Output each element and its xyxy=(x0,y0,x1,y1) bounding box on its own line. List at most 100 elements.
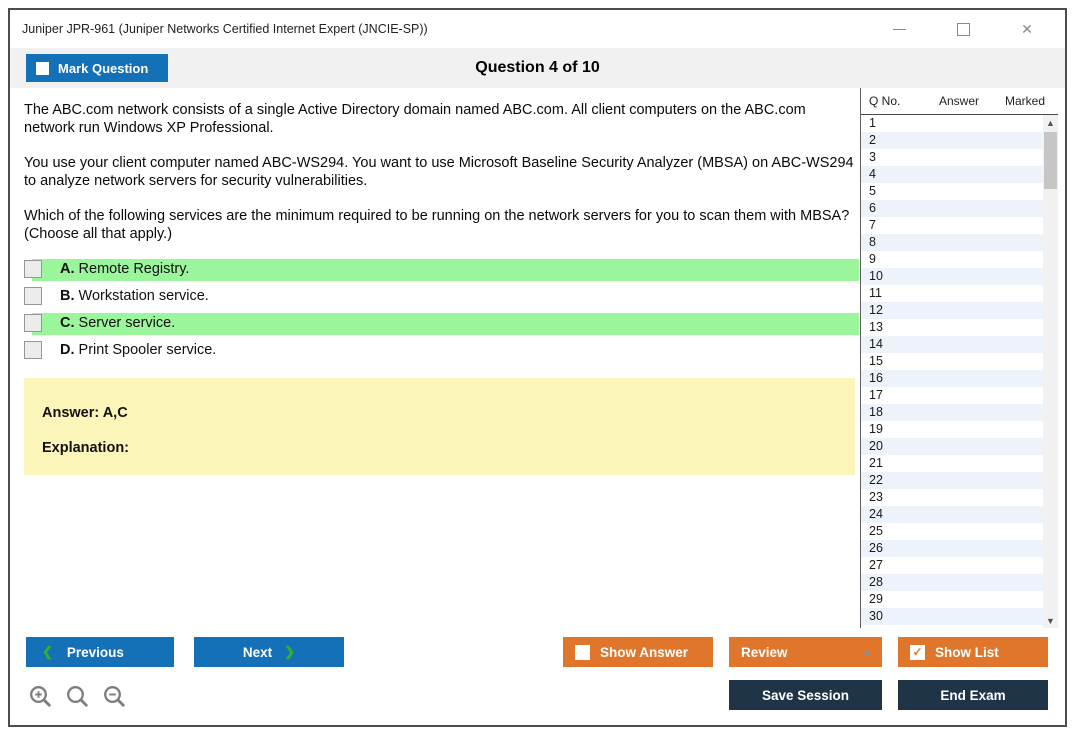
mark-question-button[interactable]: Mark Question xyxy=(26,54,168,82)
option-a-label: A. Remote Registry. xyxy=(60,261,190,277)
question-list-scrollbar[interactable]: ▲ ▼ xyxy=(1043,115,1058,628)
zoom-reset-icon[interactable] xyxy=(65,684,91,710)
row-qno: 11 xyxy=(869,286,882,300)
question-list-row[interactable]: 13 xyxy=(861,319,1043,336)
question-paragraph: Which of the following services are the … xyxy=(24,208,850,242)
question-list-row[interactable]: 23 xyxy=(861,489,1043,506)
show-answer-button[interactable]: Show Answer xyxy=(563,637,713,667)
scroll-up-icon[interactable]: ▲ xyxy=(1046,117,1055,128)
question-list-row[interactable]: 4 xyxy=(861,166,1043,183)
question-list-row[interactable]: 30 xyxy=(861,608,1043,625)
option-b-label: B. Workstation service. xyxy=(60,288,209,304)
question-list-row[interactable]: 2 xyxy=(861,132,1043,149)
next-label: Next xyxy=(242,644,273,660)
chevron-right-icon: ❯ xyxy=(284,644,296,659)
previous-button[interactable]: ❮ Previous xyxy=(26,637,174,667)
row-answer xyxy=(915,387,987,404)
zoom-in-icon[interactable] xyxy=(28,684,54,710)
option-a-checkbox[interactable] xyxy=(24,260,42,278)
option-d-label: D. Print Spooler service. xyxy=(60,342,217,358)
row-qno: 15 xyxy=(869,354,883,368)
question-list-row[interactable]: 16 xyxy=(861,370,1043,387)
option-c-checkbox[interactable] xyxy=(24,314,42,332)
maximize-button[interactable] xyxy=(931,10,995,48)
row-answer xyxy=(915,421,987,438)
question-list-header: Q No. Answer Marked xyxy=(861,88,1058,115)
zoom-out-icon[interactable] xyxy=(102,684,128,710)
row-marked xyxy=(987,574,1035,591)
question-list-row[interactable]: 25 xyxy=(861,523,1043,540)
end-exam-button[interactable]: End Exam xyxy=(898,680,1048,710)
question-list-row[interactable]: 6 xyxy=(861,200,1043,217)
question-list-row[interactable]: 11 xyxy=(861,285,1043,302)
row-answer xyxy=(915,574,987,591)
question-list-row[interactable]: 22 xyxy=(861,472,1043,489)
row-marked xyxy=(987,336,1035,353)
row-qno: 23 xyxy=(869,490,883,504)
question-list-row[interactable]: 3 xyxy=(861,149,1043,166)
column-header-answer: Answer xyxy=(938,94,979,108)
show-list-button[interactable]: ✓ Show List xyxy=(898,637,1048,667)
option-d[interactable]: D. Print Spooler service. xyxy=(24,341,859,361)
option-b[interactable]: B. Workstation service. xyxy=(24,287,859,307)
row-marked xyxy=(987,115,1035,132)
question-list-row[interactable]: 7 xyxy=(861,217,1043,234)
row-marked xyxy=(987,523,1035,540)
next-button[interactable]: Next ❯ xyxy=(194,637,344,667)
question-list-row[interactable]: 17 xyxy=(861,387,1043,404)
close-button[interactable]: ✕ xyxy=(995,10,1059,48)
question-area: The ABC.com network consists of a single… xyxy=(10,88,859,628)
row-qno: 21 xyxy=(869,456,883,470)
row-answer xyxy=(915,591,987,608)
show-list-checkbox[interactable]: ✓ xyxy=(910,644,925,660)
question-list-row[interactable]: 14 xyxy=(861,336,1043,353)
question-list-row[interactable]: 21 xyxy=(861,455,1043,472)
question-list-row[interactable]: 15 xyxy=(861,353,1043,370)
question-list-row[interactable]: 8 xyxy=(861,234,1043,251)
question-list-row[interactable]: 12 xyxy=(861,302,1043,319)
question-list-row[interactable]: 10 xyxy=(861,268,1043,285)
show-answer-checkbox[interactable] xyxy=(575,644,590,660)
question-list-row[interactable]: 9 xyxy=(861,251,1043,268)
question-list-row[interactable]: 19 xyxy=(861,421,1043,438)
row-answer xyxy=(915,370,987,387)
scroll-down-icon[interactable]: ▼ xyxy=(1046,615,1055,626)
row-qno: 7 xyxy=(869,218,876,232)
option-b-checkbox[interactable] xyxy=(24,287,42,305)
chevron-left-icon: ❮ xyxy=(42,644,53,659)
row-answer xyxy=(915,557,987,574)
row-qno: 19 xyxy=(869,422,883,436)
answer-explanation-box: Answer: A,C Explanation: xyxy=(24,378,855,475)
question-list-row[interactable]: 26 xyxy=(861,540,1043,557)
question-list-row[interactable]: 20 xyxy=(861,438,1043,455)
options-list: A. Remote Registry. B. Workstation servi… xyxy=(24,259,859,361)
row-marked xyxy=(987,540,1035,557)
option-d-checkbox[interactable] xyxy=(24,341,42,359)
row-answer xyxy=(915,472,987,489)
row-qno: 14 xyxy=(869,337,883,351)
row-qno: 4 xyxy=(869,167,876,181)
save-session-button[interactable]: Save Session xyxy=(729,680,882,710)
minimize-button[interactable] xyxy=(867,10,931,48)
row-marked xyxy=(987,370,1035,387)
window-title: Juniper JPR-961 (Juniper Networks Certif… xyxy=(22,22,428,36)
review-dropdown[interactable]: Review ▲ xyxy=(729,637,882,667)
question-list-row[interactable]: 1 xyxy=(861,115,1043,132)
dropdown-up-arrow-icon: ▲ xyxy=(862,646,872,658)
option-c[interactable]: C. Server service. xyxy=(24,313,859,335)
question-list-row[interactable]: 28 xyxy=(861,574,1043,591)
question-list-row[interactable]: 24 xyxy=(861,506,1043,523)
option-c-label: C. Server service. xyxy=(60,315,176,331)
row-marked xyxy=(987,183,1035,200)
scrollbar-thumb[interactable] xyxy=(1044,132,1057,189)
row-qno: 30 xyxy=(869,609,883,623)
question-list-row[interactable]: 27 xyxy=(861,557,1043,574)
question-list-row[interactable]: 5 xyxy=(861,183,1043,200)
row-qno: 1 xyxy=(869,116,876,130)
mark-question-checkbox[interactable] xyxy=(36,61,49,75)
question-list-row[interactable]: 29 xyxy=(861,591,1043,608)
question-list-row[interactable]: 18 xyxy=(861,404,1043,421)
option-a[interactable]: A. Remote Registry. xyxy=(24,259,859,281)
row-answer xyxy=(915,353,987,370)
